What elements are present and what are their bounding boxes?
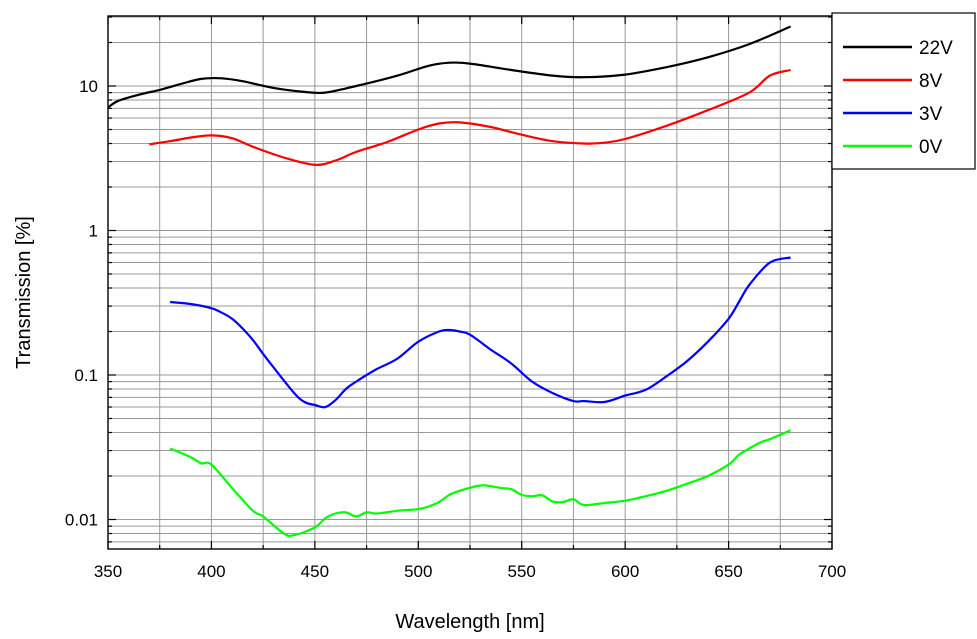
y-tick-label: 0.01 [65, 511, 98, 530]
grid [107, 16, 833, 549]
y-tick-label: 1 [89, 222, 98, 241]
x-tick-label: 400 [197, 562, 225, 581]
series-line-8V [149, 68, 791, 166]
x-tick-label: 500 [404, 562, 432, 581]
axis-ticks [107, 16, 833, 549]
y-axis-title: Transmission [%] [13, 216, 35, 369]
series-line-22V [107, 25, 792, 109]
legend-label-3V: 3V [919, 104, 943, 125]
x-axis-title: Wavelength [nm] [395, 611, 544, 633]
x-tick-label: 350 [94, 562, 122, 581]
series-line-3V [170, 256, 791, 409]
x-tick-label: 550 [508, 562, 536, 581]
x-tick-label: 450 [301, 562, 329, 581]
legend-box [831, 12, 976, 170]
x-tick-label: 600 [611, 562, 639, 581]
y-tick-label: 0.1 [74, 366, 98, 385]
y-tick-label: 10 [79, 77, 98, 96]
x-tick-labels: 350 400 450 500 550 600 650 700 [94, 562, 846, 581]
legend-label-22V: 22V [919, 38, 953, 59]
series-line-0V [169, 429, 792, 537]
legend-label-0V: 0V [919, 137, 943, 158]
series-lines [107, 25, 792, 537]
y-tick-labels: 0.01 0.1 1 10 [65, 77, 98, 530]
x-tick-label: 700 [818, 562, 846, 581]
legend-label-8V: 8V [919, 71, 943, 92]
x-tick-label: 650 [714, 562, 742, 581]
legend: 22V 8V 3V 0V [831, 12, 976, 170]
